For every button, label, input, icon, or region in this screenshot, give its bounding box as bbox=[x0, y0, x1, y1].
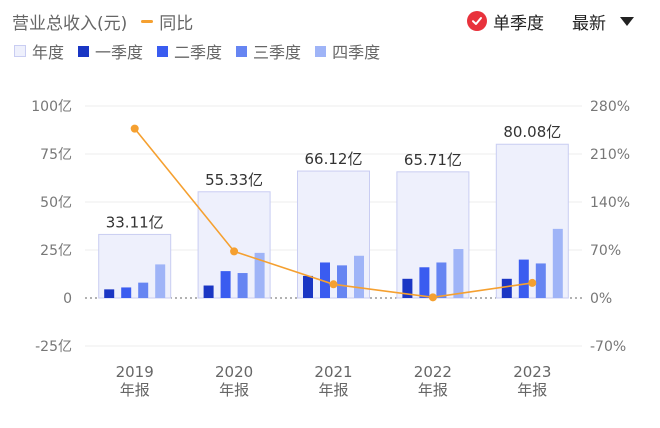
chart-controls: 单季度 最新 bbox=[467, 6, 634, 36]
y-right-tick-label: 0% bbox=[590, 291, 612, 307]
quarter-bar-q2 bbox=[419, 267, 430, 298]
yoy-point bbox=[230, 247, 239, 256]
x-tick-year: 2021 bbox=[314, 363, 352, 381]
annual-value-label: 65.71亿 bbox=[404, 151, 462, 169]
y-right-tick-label: 280% bbox=[590, 99, 630, 115]
quarter-bar-q4 bbox=[155, 264, 166, 298]
x-tick-type: 年报 bbox=[418, 381, 448, 399]
y-right-tick-label: 140% bbox=[590, 195, 630, 211]
annual-value-label: 33.11亿 bbox=[106, 213, 164, 231]
y-right-tick-label: 210% bbox=[590, 147, 630, 163]
y-left-tick-label: 25亿 bbox=[40, 243, 72, 259]
quarter-bar-q3 bbox=[337, 265, 347, 298]
quarter-bar-q3 bbox=[535, 263, 546, 298]
quarter-bar-q1 bbox=[203, 285, 214, 298]
quarter-bar-q4 bbox=[552, 228, 563, 298]
x-tick-year: 2020 bbox=[215, 363, 253, 381]
quarter-bar-q4 bbox=[453, 249, 464, 298]
x-tick-year: 2019 bbox=[116, 363, 154, 381]
quarter-bar-q1 bbox=[402, 278, 413, 298]
legend-label-q3: 三季度 bbox=[253, 43, 302, 62]
yoy-point bbox=[428, 293, 437, 302]
y-left-tick-label: 50亿 bbox=[40, 195, 72, 211]
legend-swatch-q1 bbox=[78, 45, 90, 57]
legend-label-q4: 四季度 bbox=[332, 43, 381, 62]
yoy-point bbox=[130, 124, 139, 133]
quarter-bar-q1 bbox=[104, 289, 115, 298]
x-tick-year: 2022 bbox=[414, 363, 452, 381]
annual-value-label: 80.08亿 bbox=[503, 123, 561, 141]
yoy-legend-line-icon bbox=[141, 19, 154, 23]
annual-value-label: 66.12亿 bbox=[305, 150, 363, 168]
x-tick-type: 年报 bbox=[219, 381, 249, 399]
y-left-tick-label: 100亿 bbox=[31, 99, 72, 115]
legend-swatch-annual bbox=[14, 45, 26, 57]
y-left-tick-label: 0 bbox=[63, 291, 72, 307]
x-tick-type: 年报 bbox=[517, 381, 547, 399]
quarter-bar-q3 bbox=[138, 282, 149, 298]
y-left-tick-label: -25亿 bbox=[35, 339, 72, 355]
sort-select[interactable]: 最新 bbox=[572, 13, 606, 34]
quarter-bar-q2 bbox=[220, 271, 231, 298]
yoy-legend-label: 同比 bbox=[159, 13, 194, 34]
quarter-bar-q3 bbox=[237, 273, 248, 298]
yoy-point bbox=[329, 280, 338, 289]
x-tick-type: 年报 bbox=[120, 381, 150, 399]
legend-label-annual: 年度 bbox=[32, 43, 65, 62]
legend-label-q2: 二季度 bbox=[174, 43, 223, 62]
x-tick-year: 2023 bbox=[513, 363, 551, 381]
series-legend: 年度 一季度 二季度 三季度 四季度 bbox=[14, 38, 394, 64]
quarter-bar-q2 bbox=[320, 262, 330, 298]
caret-down-icon[interactable] bbox=[620, 16, 634, 26]
legend-swatch-q4 bbox=[315, 45, 327, 57]
y-right-tick-label: 70% bbox=[590, 243, 621, 259]
quarter-bar-q1 bbox=[501, 278, 512, 298]
top-legend: 营业总收入(元) 同比 bbox=[12, 6, 193, 36]
primary-metric-label: 营业总收入(元) bbox=[12, 13, 128, 34]
y-left-tick-label: 75亿 bbox=[40, 147, 72, 163]
legend-swatch-q3 bbox=[236, 45, 248, 57]
check-circle-icon[interactable] bbox=[467, 11, 487, 31]
x-tick-type: 年报 bbox=[318, 381, 348, 399]
quarter-bar-q1 bbox=[303, 275, 313, 298]
legend-swatch-q2 bbox=[157, 45, 169, 57]
y-right-tick-label: -70% bbox=[590, 339, 626, 355]
legend-label-q1: 一季度 bbox=[95, 43, 144, 62]
quarter-bar-q4 bbox=[354, 255, 364, 298]
quarter-bar-q2 bbox=[121, 287, 132, 298]
quarter-bar-q3 bbox=[436, 262, 447, 298]
quarter-bar-q4 bbox=[254, 252, 265, 298]
annual-value-label: 55.33亿 bbox=[205, 171, 263, 189]
quarter-bar-q2 bbox=[518, 259, 529, 298]
single-quarter-toggle[interactable]: 单季度 bbox=[493, 13, 544, 34]
yoy-point bbox=[528, 278, 537, 287]
